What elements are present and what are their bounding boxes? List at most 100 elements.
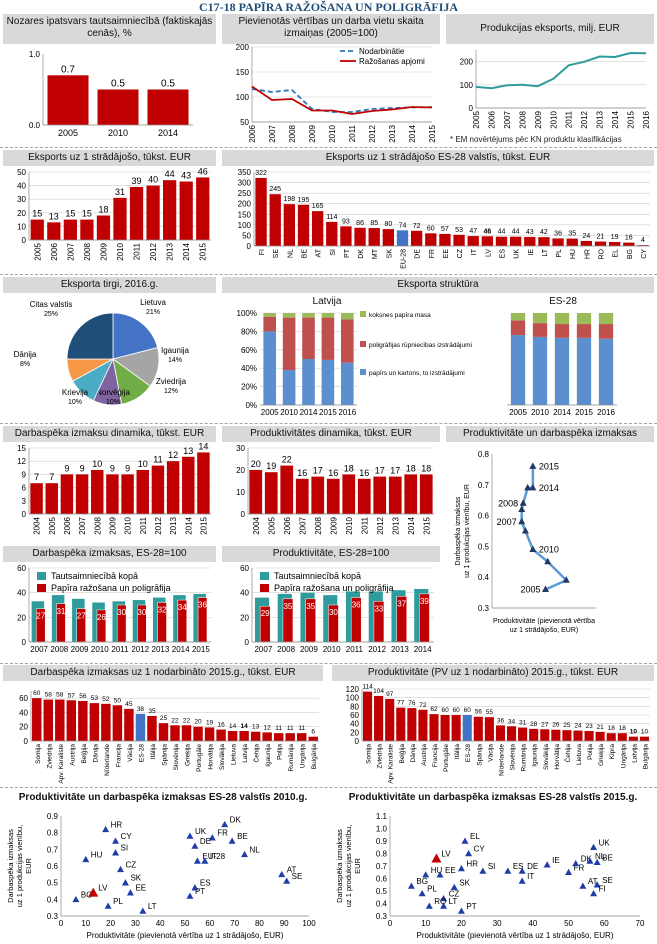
x-tick-label: 2016 [338, 408, 356, 417]
bar [249, 470, 263, 514]
point-marker [518, 505, 526, 512]
x-tick-label: 2008 [50, 645, 68, 654]
data-label: 36 [497, 717, 505, 724]
y-tick-label: 0.3 [478, 604, 490, 613]
bar-segment [282, 370, 296, 405]
data-label: 14 [229, 723, 237, 730]
x-tick-label: Ungārija [620, 744, 627, 769]
panel-export: Produkcijas eksports, milj. EUR 0 100 200 2… [446, 14, 654, 146]
data-label: 13 [183, 446, 193, 456]
panel-title: Eksporta struktūra [222, 277, 654, 293]
x-tick-label: 2015 [627, 110, 636, 128]
x-tick-label: ES-28 [138, 744, 145, 762]
x-tick-label: 2014 [553, 408, 571, 417]
point-marker [117, 865, 125, 873]
y-tick-label: 0 [22, 510, 27, 519]
point-marker [518, 867, 526, 874]
slice-label: Dānija [14, 350, 37, 359]
x-tick-label: Lietuva [576, 744, 583, 765]
data-label: 11 [275, 725, 282, 732]
point-label: CZ [449, 890, 460, 899]
x-tick-label: EE [443, 249, 450, 259]
bar [484, 717, 494, 741]
y-tick-label: 0.0 [29, 121, 41, 130]
point-label: 2014 [539, 483, 559, 493]
bar [637, 245, 649, 246]
y-tick-label: 0 [22, 236, 27, 245]
bar [146, 185, 160, 240]
y-tick-label: 60 [240, 564, 249, 573]
x-tick-label: 2010 [91, 645, 109, 654]
bar-segment [321, 359, 335, 405]
bar [404, 474, 418, 514]
x-tick-label: Horvātija [554, 744, 561, 770]
bar-segment [576, 324, 592, 338]
x-tick-label: Kipra [609, 744, 616, 760]
x-tick-label: 2013 [152, 645, 170, 654]
slice-label: Krievija [62, 388, 89, 397]
y-tick-label: 10 [236, 488, 245, 497]
data-label: 76 [408, 700, 416, 707]
bar [262, 732, 272, 741]
point-marker [572, 860, 580, 867]
x-tick-label: 2010 [531, 408, 549, 417]
bar-segment [263, 331, 277, 405]
bar [326, 221, 338, 246]
x-tick-label: ES [500, 249, 507, 259]
bar [462, 715, 472, 741]
subtitle-latvija: Latvija [312, 296, 342, 307]
point-label: EE [135, 884, 146, 893]
y-tick-label: 15 [17, 444, 26, 453]
point-label: 2007 [497, 517, 517, 527]
data-label: 23 [585, 723, 593, 730]
x-tick-label: Rumānija [288, 744, 295, 772]
point-marker [461, 837, 469, 844]
data-label: 31 [56, 607, 65, 616]
point-label: PT [466, 902, 476, 911]
data-label: 31 [519, 720, 527, 727]
point-marker [436, 871, 444, 878]
data-label: 35 [148, 708, 156, 715]
y-tick-label: 120 [346, 685, 360, 694]
point-marker [191, 884, 199, 891]
data-label: 0.7 [61, 64, 75, 75]
y-tick-label: 20 [17, 613, 26, 622]
point-label: BE [602, 853, 613, 862]
x-tick-label: 2012 [154, 516, 163, 534]
bar [308, 736, 318, 741]
data-label: 39 [132, 176, 142, 186]
slice-value: 25% [44, 311, 58, 318]
x-tick-label: Francija [115, 744, 122, 768]
x-tick-label: Austrija [421, 744, 428, 766]
panel-title: Produktivitāte un darbaspēka izmaksas [446, 426, 654, 442]
bar [124, 708, 134, 741]
x-tick-label: LV [485, 249, 492, 257]
point-label: NL [595, 852, 606, 861]
chart-index: 50 100 150 200 2006 2007 2008 2009 2010 2011 2012 2… [236, 43, 437, 143]
data-label: 36 [198, 601, 207, 610]
bar [481, 236, 494, 246]
bar [280, 465, 294, 514]
x-tick-label: FI [259, 249, 266, 255]
legend-label: papīrs un kartons, to izstrādājumi [369, 370, 465, 377]
x-tick-label: Somija [366, 744, 373, 764]
data-label: 21 [597, 724, 605, 731]
data-label: 7 [49, 472, 54, 482]
y-tick-label: 200 [460, 58, 474, 67]
bar [129, 186, 144, 240]
data-label: 56 [475, 709, 483, 716]
data-label: 114 [362, 684, 373, 691]
bar [121, 474, 134, 514]
data-label: 18 [98, 205, 108, 215]
bar-segment [510, 320, 526, 336]
point-label: 2015 [539, 461, 559, 471]
bar [204, 727, 215, 741]
x-tick-label: Beļģija [80, 744, 88, 764]
divider [0, 787, 657, 788]
point-label: IT [527, 872, 534, 881]
data-label: 27 [541, 721, 549, 728]
data-label: 22 [171, 717, 179, 724]
bar [518, 727, 528, 741]
y-tick-label: 100% [237, 309, 257, 318]
data-label: 19 [611, 234, 619, 241]
